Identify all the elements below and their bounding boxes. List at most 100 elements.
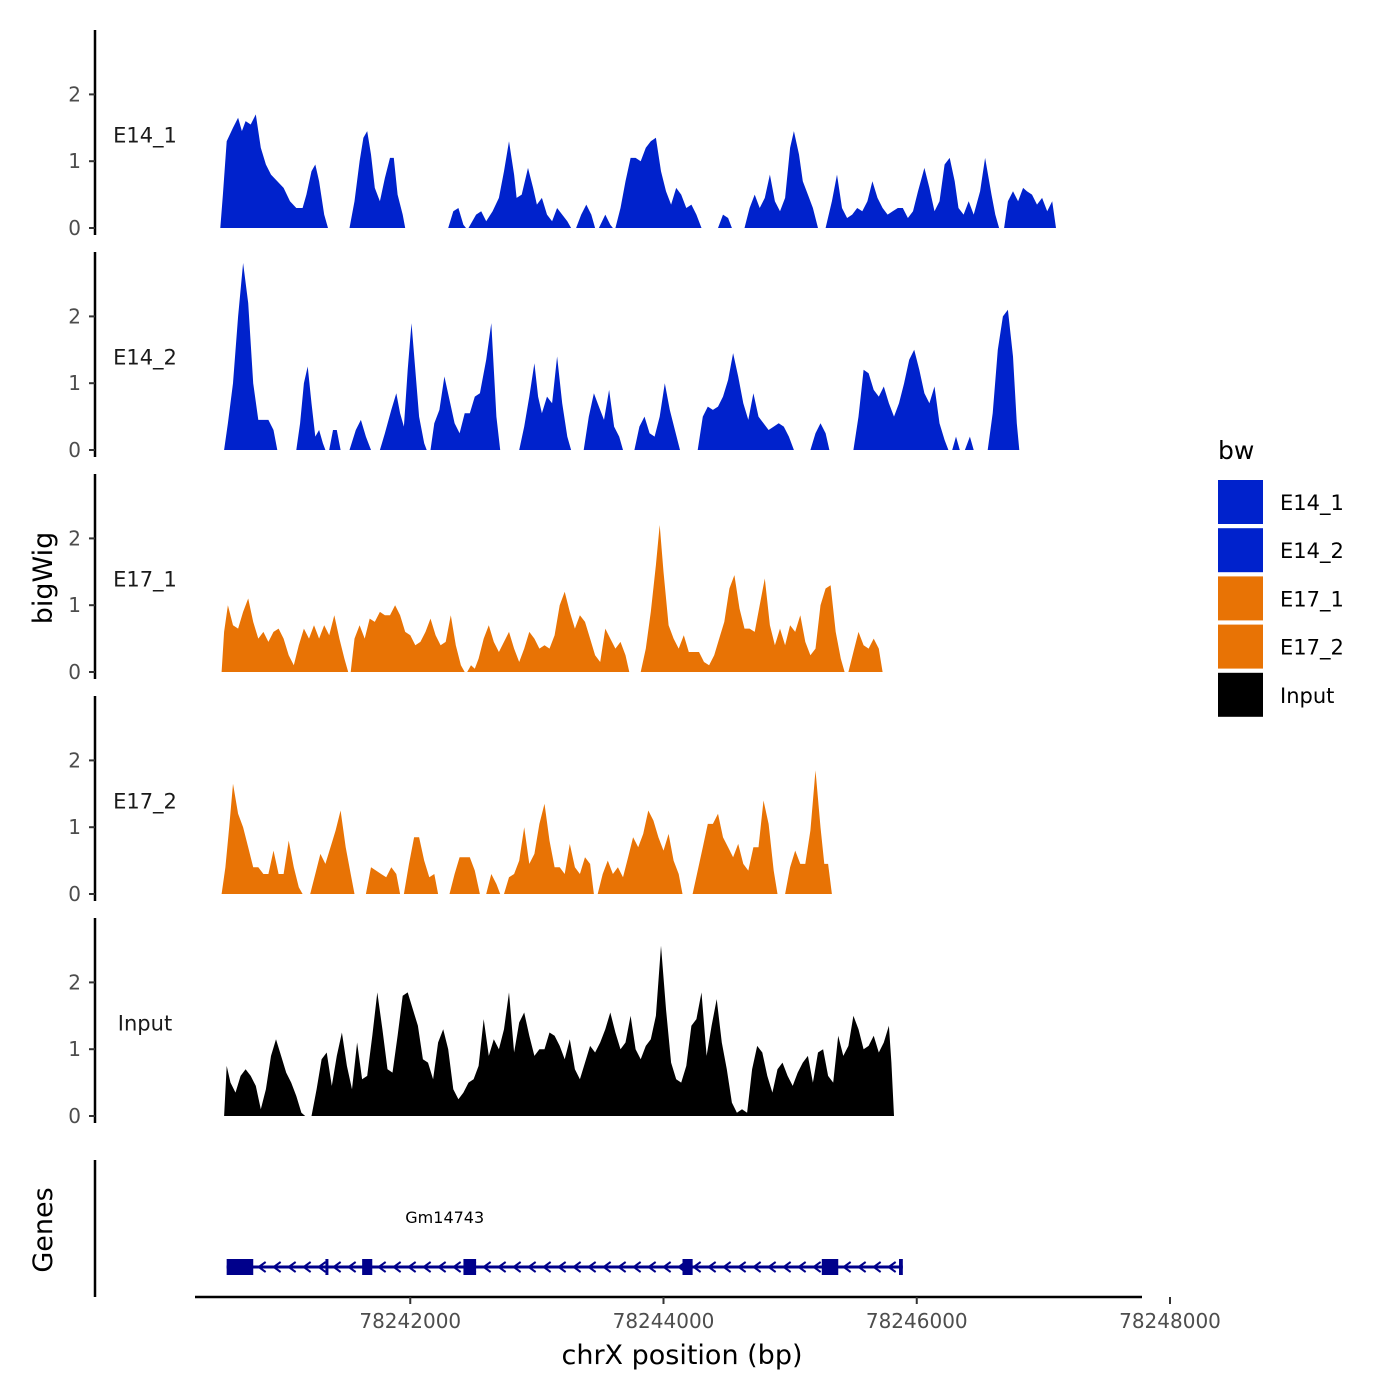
x-tick-label: 78246000 bbox=[866, 1309, 968, 1333]
legend-key bbox=[1218, 672, 1263, 717]
strand-arrow bbox=[631, 1261, 642, 1273]
gene-exon bbox=[682, 1259, 693, 1275]
strand-arrow bbox=[811, 1261, 822, 1273]
strand-arrow bbox=[526, 1261, 537, 1273]
strand-arrow bbox=[406, 1261, 417, 1273]
strand-arrow bbox=[781, 1261, 792, 1273]
y-tick-label: 0 bbox=[68, 882, 81, 906]
y-tick-label: 2 bbox=[68, 304, 81, 328]
track-Input: 0 1 2 Input bbox=[68, 918, 895, 1128]
track-panels: 0 1 2 E14_1 0 1 2 E14_2 0 1 2 E17_1 0 1 2 E17_2 0 1 2 Input bbox=[68, 30, 1057, 1128]
gene-exon bbox=[325, 1259, 329, 1275]
y-tick-label: 0 bbox=[68, 216, 81, 240]
y-axis-title: bigWig bbox=[28, 532, 59, 625]
track-label-Input: Input bbox=[118, 1011, 172, 1035]
strand-arrow bbox=[616, 1261, 627, 1273]
x-tick-label: 78244000 bbox=[613, 1309, 715, 1333]
strand-arrow bbox=[436, 1261, 447, 1273]
legend-key bbox=[1218, 528, 1263, 573]
legend-item-E17_1: E17_1 bbox=[1218, 576, 1344, 621]
legend-label: E14_1 bbox=[1280, 491, 1344, 516]
strand-arrow bbox=[736, 1261, 747, 1273]
y-tick-label: 2 bbox=[68, 82, 81, 106]
y-tick-label: 0 bbox=[68, 660, 81, 684]
area-Input bbox=[224, 945, 895, 1116]
strand-arrow bbox=[601, 1261, 612, 1273]
gene-exon bbox=[821, 1259, 839, 1275]
strand-arrow bbox=[886, 1261, 897, 1273]
track-E14_2: 0 1 2 E14_2 bbox=[68, 252, 1020, 462]
legend-label: E17_1 bbox=[1280, 587, 1344, 612]
track-E17_2: 0 1 2 E17_2 bbox=[68, 696, 832, 906]
x-tick-label: 78242000 bbox=[359, 1309, 461, 1333]
strand-arrow bbox=[706, 1261, 717, 1273]
area-E14_2 bbox=[224, 263, 1020, 450]
legend-item-E14_2: E14_2 bbox=[1218, 528, 1344, 573]
legend-title: bw bbox=[1218, 436, 1254, 465]
area-E17_1 bbox=[221, 525, 883, 672]
legend: bw E14_1 E14_2 E17_1 E17_2 Input bbox=[1218, 436, 1344, 717]
x-axis-title: chrX position (bp) bbox=[561, 1340, 802, 1371]
legend-key bbox=[1218, 624, 1263, 669]
y-tick-label: 0 bbox=[68, 438, 81, 462]
x-tick-label: 78248000 bbox=[1119, 1309, 1221, 1333]
strand-arrow bbox=[586, 1261, 597, 1273]
gene-exon bbox=[226, 1259, 254, 1275]
y-tick-label: 1 bbox=[68, 815, 81, 839]
strand-arrow bbox=[646, 1261, 657, 1273]
strand-arrow bbox=[271, 1261, 282, 1273]
y-tick-label: 1 bbox=[68, 149, 81, 173]
legend-key bbox=[1218, 576, 1263, 621]
strand-arrow bbox=[556, 1261, 567, 1273]
genes-track-title: Genes bbox=[28, 1187, 59, 1272]
strand-arrow bbox=[751, 1261, 762, 1273]
strand-arrow bbox=[766, 1261, 777, 1273]
strand-arrow bbox=[661, 1261, 672, 1273]
strand-arrow bbox=[796, 1261, 807, 1273]
strand-arrow bbox=[511, 1261, 522, 1273]
y-tick-label: 1 bbox=[68, 371, 81, 395]
strand-arrow bbox=[346, 1261, 357, 1273]
track-label-E17_1: E17_1 bbox=[113, 567, 177, 592]
y-tick-label: 0 bbox=[68, 1104, 81, 1128]
gene-exon bbox=[362, 1259, 373, 1275]
gene-exon bbox=[899, 1259, 903, 1275]
strand-arrow bbox=[691, 1261, 702, 1273]
gene-label: Gm14743 bbox=[405, 1208, 484, 1227]
x-axis: 78242000 78244000 78246000 78248000 bbox=[195, 1295, 1221, 1333]
strand-arrow bbox=[856, 1261, 867, 1273]
strand-arrow bbox=[331, 1261, 342, 1273]
strand-arrow bbox=[376, 1261, 387, 1273]
legend-label: E14_2 bbox=[1280, 539, 1344, 564]
strand-arrow bbox=[481, 1261, 492, 1273]
legend-item-E17_2: E17_2 bbox=[1218, 624, 1344, 669]
strand-arrow bbox=[571, 1261, 582, 1273]
strand-arrow bbox=[286, 1261, 297, 1273]
y-tick-label: 2 bbox=[68, 526, 81, 550]
track-label-E14_2: E14_2 bbox=[113, 345, 177, 370]
track-E14_1: 0 1 2 E14_1 bbox=[68, 30, 1057, 240]
strand-arrow bbox=[451, 1261, 462, 1273]
strand-arrow bbox=[421, 1261, 432, 1273]
strand-arrow bbox=[301, 1261, 312, 1273]
legend-items: E14_1 E14_2 E17_1 E17_2 Input bbox=[1218, 480, 1344, 717]
legend-key bbox=[1218, 480, 1263, 524]
track-label-E17_2: E17_2 bbox=[113, 789, 177, 814]
strand-arrow bbox=[721, 1261, 732, 1273]
y-tick-label: 1 bbox=[68, 593, 81, 617]
y-tick-label: 1 bbox=[68, 1037, 81, 1061]
genes-track: Gm14743 bbox=[93, 1160, 903, 1297]
strand-arrow bbox=[316, 1261, 327, 1273]
strand-arrow bbox=[541, 1261, 552, 1273]
strand-arrow bbox=[496, 1261, 507, 1273]
legend-item-E14_1: E14_1 bbox=[1218, 480, 1344, 524]
legend-label: E17_2 bbox=[1280, 636, 1344, 661]
track-label-E14_1: E14_1 bbox=[113, 123, 177, 148]
legend-label: Input bbox=[1280, 684, 1334, 708]
track-E17_1: 0 1 2 E17_1 bbox=[68, 474, 883, 684]
gene-exon bbox=[463, 1259, 477, 1275]
area-E14_1 bbox=[220, 114, 1057, 228]
gene-Gm14743: Gm14743 bbox=[226, 1208, 903, 1275]
y-tick-label: 2 bbox=[68, 748, 81, 772]
